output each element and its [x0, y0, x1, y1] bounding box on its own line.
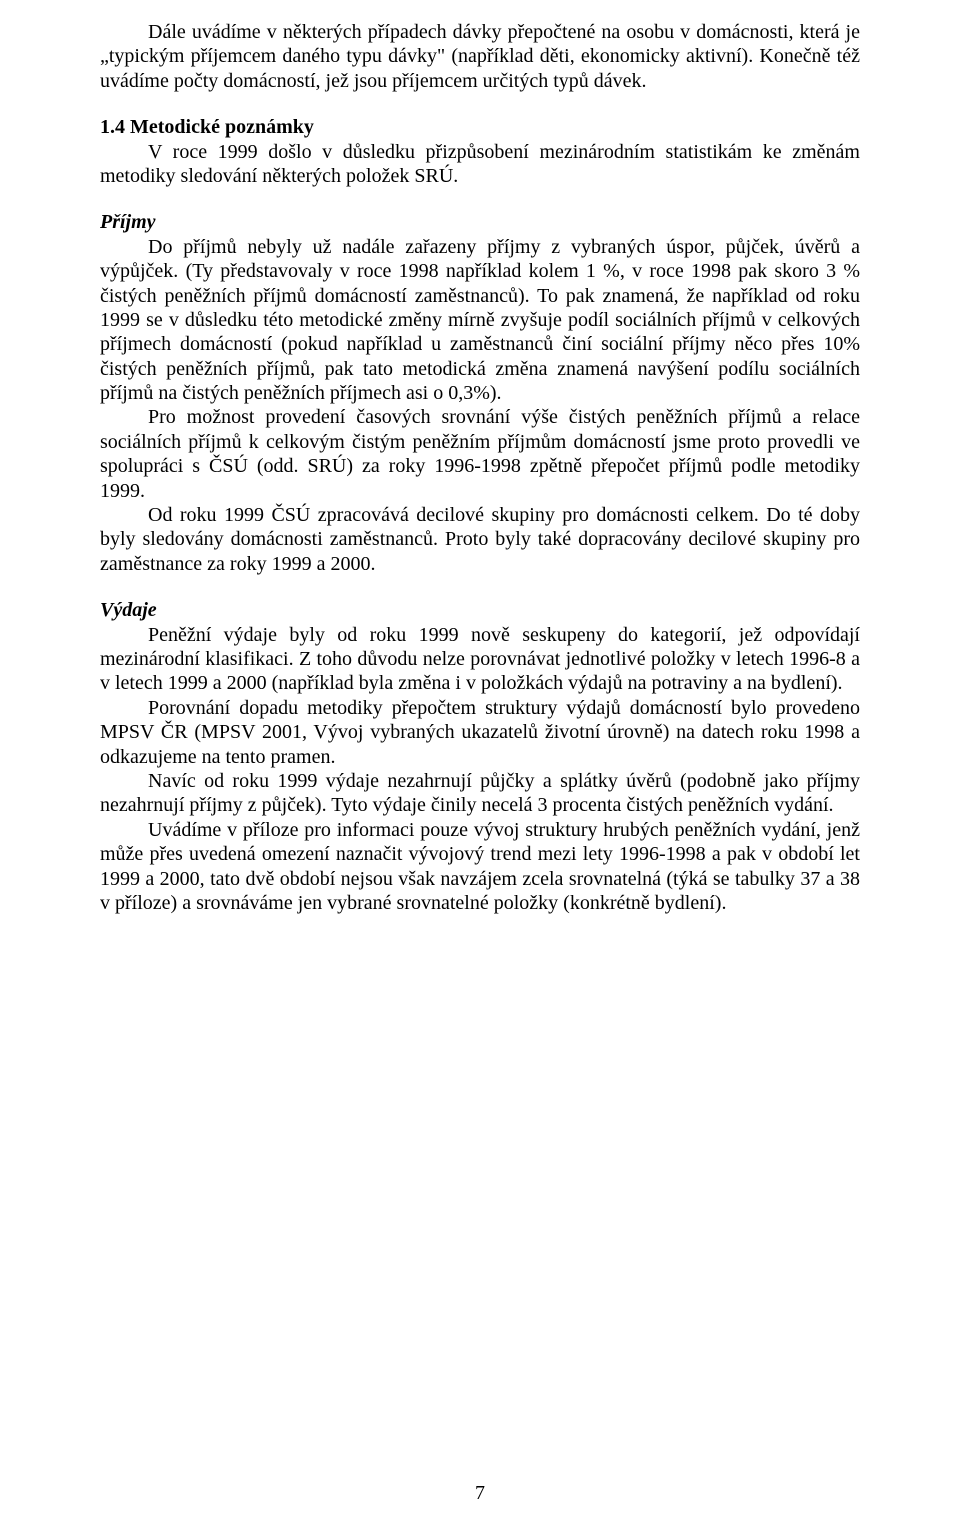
heading-prijmy: Příjmy [100, 210, 860, 234]
document-page: Dále uvádíme v některých případech dávky… [0, 0, 960, 1533]
heading-vydaje: Výdaje [100, 598, 860, 622]
paragraph-prijmy-1: Do příjmů nebyly už nadále zařazeny příj… [100, 235, 860, 406]
paragraph-vydaje-3: Navíc od roku 1999 výdaje nezahrnují půj… [100, 769, 860, 818]
heading-1-4: 1.4 Metodické poznámky [100, 115, 860, 139]
page-number: 7 [0, 1481, 960, 1505]
paragraph-intro: Dále uvádíme v některých případech dávky… [100, 20, 860, 93]
paragraph-1-4-body: V roce 1999 došlo v důsledku přizpůsoben… [100, 140, 860, 189]
paragraph-vydaje-2: Porovnání dopadu metodiky přepočtem stru… [100, 696, 860, 769]
paragraph-vydaje-1: Peněžní výdaje byly od roku 1999 nově se… [100, 623, 860, 696]
paragraph-prijmy-3: Od roku 1999 ČSÚ zpracovává decilové sku… [100, 503, 860, 576]
paragraph-vydaje-4: Uvádíme v příloze pro informaci pouze vý… [100, 818, 860, 916]
paragraph-prijmy-2: Pro možnost provedení časových srovnání … [100, 405, 860, 503]
